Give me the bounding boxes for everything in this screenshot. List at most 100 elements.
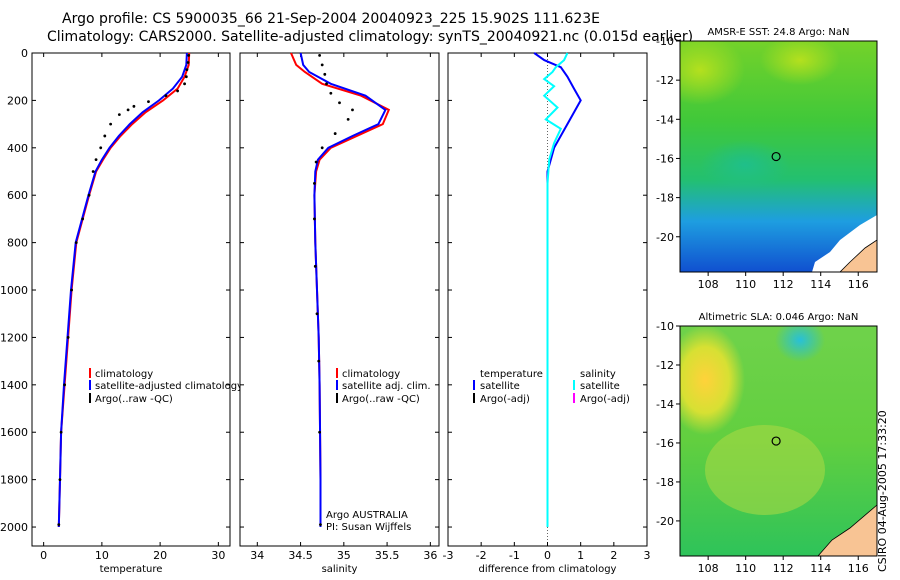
map-x-tick-label: 112 [773, 562, 794, 575]
point-argo [66, 336, 70, 339]
x-tick-label: 1 [577, 549, 584, 562]
legend-entry: Argo(..raw -QC) [95, 394, 173, 405]
series-satellite [299, 52, 387, 527]
sst-map-frame [679, 40, 878, 273]
x-tick-label: 36 [423, 549, 437, 562]
sst-land [839, 239, 877, 272]
point-argo [87, 193, 91, 197]
legend-entry: satellite-adjusted climatology [95, 381, 243, 392]
x-tick-label: 30 [211, 549, 225, 562]
legend-entry: Argo(..raw -QC) [342, 394, 420, 405]
x-axis-label: salinity [322, 564, 358, 575]
sla-low-patch [775, 326, 825, 362]
legend-entry: Argo(-adj) [480, 394, 530, 405]
annotation-argo-australia: Argo AUSTRALIA [326, 510, 408, 521]
annotation-pi: PI: Susan Wijffels [326, 522, 411, 533]
point-argo [91, 170, 95, 173]
map-y-tick-label: -16 [656, 152, 674, 165]
point-argo [63, 383, 67, 387]
map-x-tick-label: 114 [810, 562, 831, 575]
x-tick-label: 20 [153, 549, 167, 562]
series-salinity-satellite [542, 52, 569, 527]
point-argo [94, 158, 98, 162]
point-argo [164, 94, 168, 98]
map-x-tick-label: 110 [735, 278, 756, 291]
credit-stamp: CSIRO 04-Aug-2005 17:33:20 [876, 410, 889, 572]
y-tick-label: 1400 [0, 379, 28, 392]
x-tick-label: -3 [443, 549, 454, 562]
point-argo [109, 122, 113, 126]
map-y-tick-label: -18 [656, 476, 674, 489]
map-x-tick-label: 112 [773, 278, 794, 291]
legend-entry: temperature [480, 369, 543, 380]
point-argo [313, 217, 316, 221]
point-argo [59, 430, 63, 434]
legend-entry: climatology [95, 369, 153, 380]
sla-high-patch [680, 326, 745, 435]
map-x-tick-label: 116 [848, 278, 869, 291]
map-y-tick-label: -20 [656, 231, 674, 244]
series-satellite [57, 52, 188, 528]
map-y-tick-label: -20 [656, 515, 674, 528]
x-tick-label: 35.5 [375, 549, 400, 562]
sla-map: Altimetric SLA: 0.046 Argo: NaN 108 110 112… [656, 312, 878, 575]
map-x-tick-label: 114 [810, 278, 831, 291]
y-tick-label: 600 [7, 189, 28, 202]
sla-land [817, 504, 877, 556]
x-axis-label: temperature [100, 564, 163, 575]
sst-float-marker [771, 151, 781, 162]
point-argo [117, 113, 121, 117]
x-tick-label: -2 [476, 549, 487, 562]
map-y-tick-label: -14 [656, 398, 674, 411]
point-argo [320, 146, 324, 150]
map-title: AMSR-E SST: 24.8 Argo: NaN [707, 27, 849, 38]
sla-field [680, 326, 877, 556]
plot-frame [31, 52, 231, 547]
sst-warm-patch [760, 41, 840, 85]
point-argo [338, 101, 341, 105]
point-argo [81, 217, 85, 221]
y-tick-label: 1600 [0, 426, 28, 439]
legend-entry: climatology [342, 369, 400, 380]
legend-entry: satellite [480, 381, 520, 392]
map-y-tick-label: -12 [656, 359, 674, 372]
x-tick-label: 0 [40, 549, 47, 562]
x-tick-label: 34 [250, 549, 264, 562]
sla-map-frame [679, 325, 878, 557]
point-argo [126, 108, 130, 112]
x-tick-label: 2 [610, 549, 617, 562]
y-tick-label: 1200 [0, 331, 28, 344]
map-title: Altimetric SLA: 0.046 Argo: NaN [699, 312, 859, 323]
x-axis-label: difference from climatology [479, 564, 617, 575]
sst-warm-patch [680, 41, 745, 105]
legend-entry: salinity [580, 369, 616, 380]
map-x-tick-label: 108 [698, 562, 719, 575]
map-y-tick-label: -12 [656, 74, 674, 87]
salinity-panel: 34 34.5 35 35.5 36 salinity climatologysatelli… [239, 52, 440, 575]
point-argo [176, 89, 179, 93]
point-argo [319, 523, 322, 527]
point-argo [320, 63, 324, 67]
point-argo [147, 100, 150, 103]
map-x-tick-label: 116 [848, 562, 869, 575]
point-argo [103, 134, 107, 138]
x-tick-label: 0 [544, 549, 551, 562]
point-argo [325, 82, 328, 86]
legend-entry: Argo(-adj) [580, 394, 630, 405]
point-argo [132, 104, 136, 108]
point-argo [70, 288, 73, 292]
x-tick-label: 3 [644, 549, 651, 562]
point-argo [317, 359, 321, 363]
figure-title-line1: Argo profile: CS 5900035_66 21-Sep-2004 … [62, 11, 600, 27]
point-argo [57, 523, 61, 527]
figure-title-line2: Climatology: CARS2000. Satellite-adjuste… [47, 29, 694, 45]
point-argo [329, 91, 333, 95]
sst-map: AMSR-E SST: 24.8 Argo: NaN 108 110 112 114 11… [656, 27, 878, 291]
temperature-panel: 0 10 20 30 temperature 0 200 400 600 800 1000 1200 1… [0, 47, 243, 575]
point-argo [333, 132, 337, 135]
map-x-tick-label: 108 [698, 278, 719, 291]
map-y-tick-label: -14 [656, 113, 674, 126]
point-argo [58, 478, 62, 482]
map-y-tick-label: -10 [656, 320, 674, 333]
